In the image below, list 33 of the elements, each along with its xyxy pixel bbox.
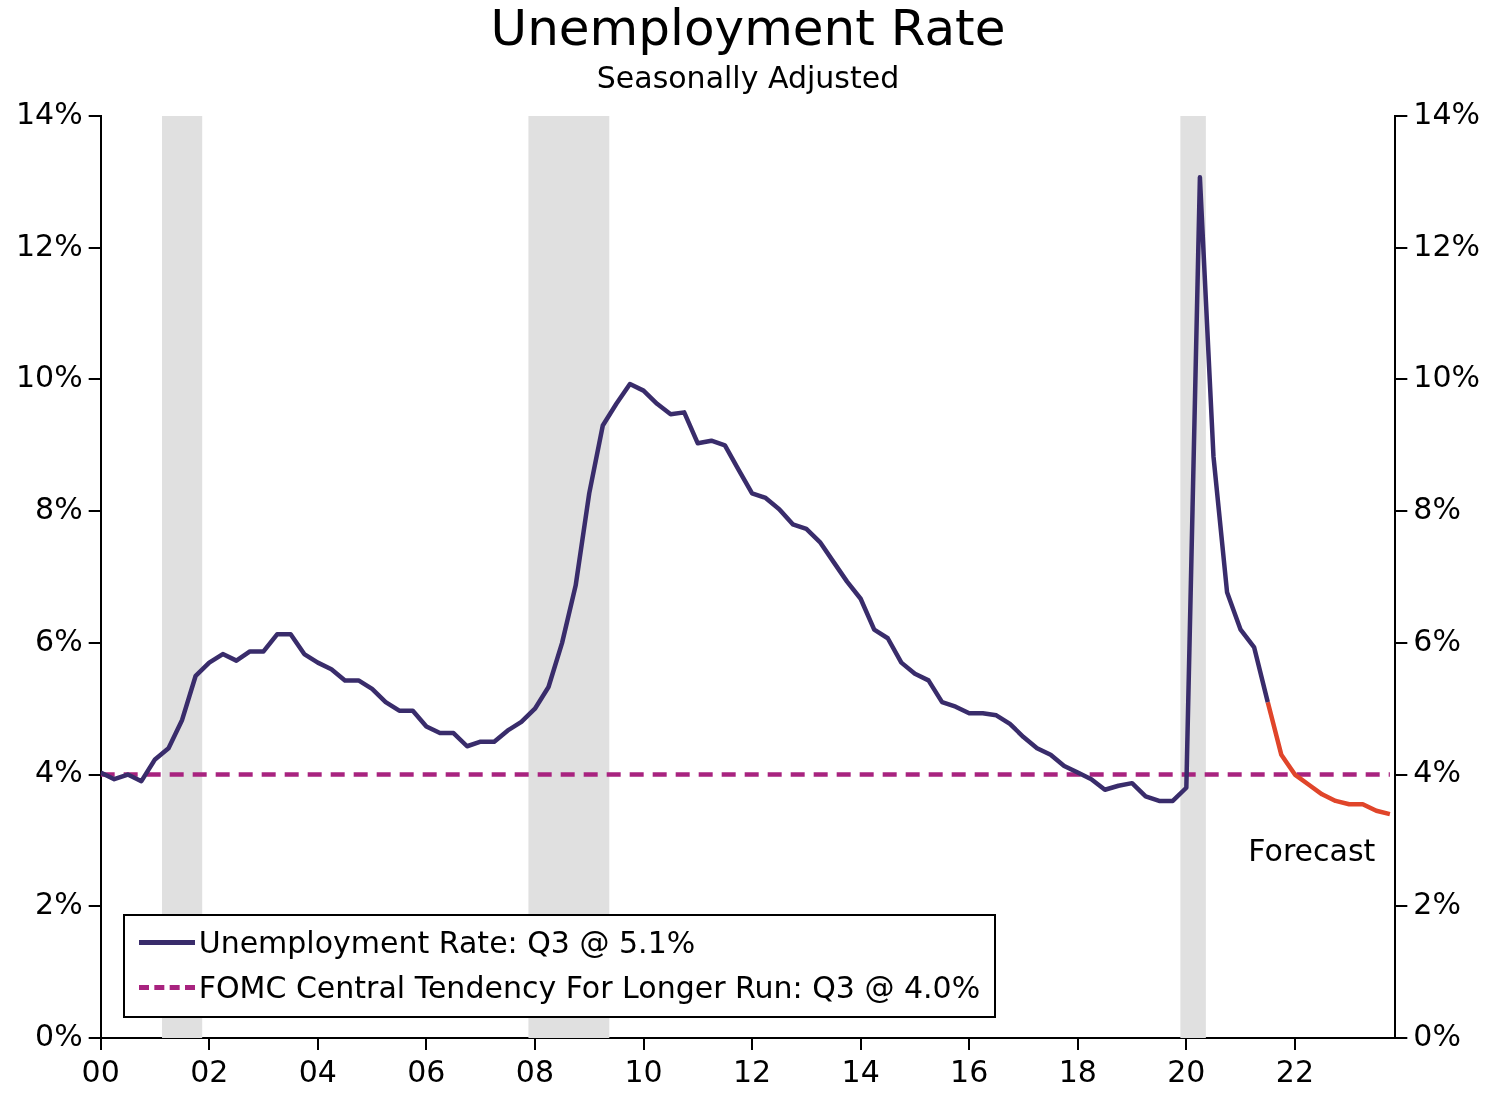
y2-tick-label: 6% [1413,622,1461,658]
annotation: Forecast [1248,833,1376,869]
y-tick-label: 10% [15,359,83,395]
y2-tick-label: 0% [1413,1017,1461,1053]
x-tick-label: 12 [732,1053,772,1089]
x-tick-label: 22 [1275,1053,1314,1089]
y-tick-label: 6% [35,622,83,658]
x-tick-label: 18 [1058,1053,1097,1089]
y-tick-label: 14% [15,95,83,131]
legend-label: FOMC Central Tendency For Longer Run: Q3 @ 4.0% [198,970,981,1005]
legend-label: Unemployment Rate: Q3 @ 5.1% [198,925,696,960]
y2-tick-label: 8% [1413,490,1461,526]
y-tick-label: 4% [35,754,83,790]
chart-subtitle: Seasonally Adjusted [596,59,900,95]
x-tick-label: 10 [624,1053,663,1089]
x-tick-label: 16 [950,1053,989,1089]
x-tick-label: 08 [515,1053,555,1089]
y2-tick-label: 10% [1413,359,1481,395]
chart-title: Unemployment Rate [490,0,1006,57]
y2-tick-label: 12% [1413,227,1481,263]
x-tick-label: 04 [298,1053,337,1089]
x-tick-label: 20 [1167,1053,1206,1089]
y2-tick-label: 14% [1413,95,1481,131]
y-tick-label: 0% [35,1017,83,1053]
x-tick-label: 14 [841,1053,880,1089]
y2-tick-label: 4% [1413,754,1461,790]
y-tick-label: 8% [35,490,83,526]
x-tick-label: 00 [81,1053,120,1089]
y-tick-label: 2% [35,886,83,922]
y2-tick-label: 2% [1413,886,1461,922]
x-tick-label: 06 [407,1053,446,1089]
y-tick-label: 12% [15,227,83,263]
x-tick-label: 02 [190,1053,229,1089]
